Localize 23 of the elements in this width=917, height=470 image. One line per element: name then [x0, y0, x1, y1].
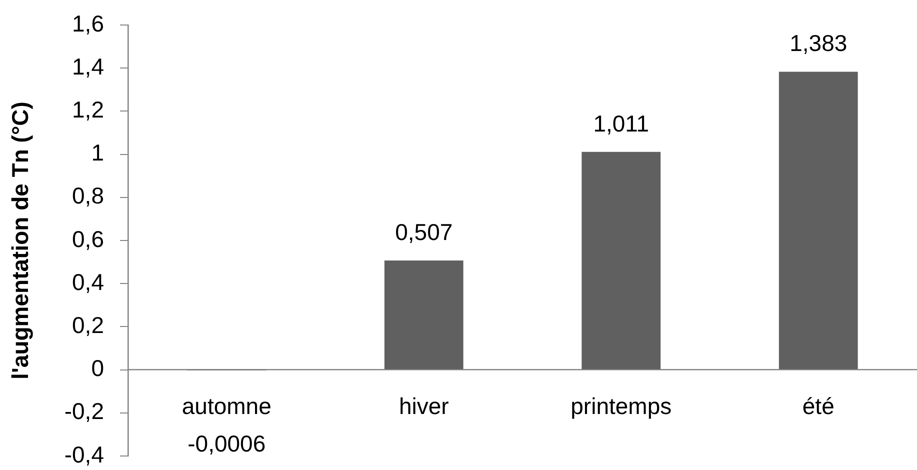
- x-tick-label: hiver: [398, 392, 450, 419]
- y-tick-label: 1,2: [72, 96, 104, 123]
- bar: [384, 260, 464, 370]
- bar: [778, 72, 858, 370]
- y-tick-label: 0: [91, 355, 104, 382]
- y-tick-label: -0,4: [64, 441, 104, 468]
- y-tick-label: 0,2: [72, 312, 104, 338]
- data-label: 1,383: [790, 30, 848, 56]
- x-tick-label: printemps: [570, 392, 672, 419]
- y-tick-label: -0,2: [64, 398, 104, 424]
- data-label: 1,011: [593, 110, 650, 136]
- data-label: -0,0006: [188, 430, 266, 456]
- y-tick-label: 0,6: [72, 226, 104, 252]
- x-tick-label: automne: [182, 392, 272, 419]
- data-label: 0,507: [395, 218, 453, 245]
- y-tick-label: 0,4: [72, 268, 104, 295]
- y-tick-label: 1: [91, 140, 104, 166]
- y-tick-label: 1,6: [72, 10, 104, 36]
- y-tick-label: 1,4: [72, 53, 104, 80]
- y-tick-label: 0,8: [72, 182, 104, 209]
- bar: [582, 152, 661, 370]
- y-axis-title: l'augmentation de Tn (°C): [7, 102, 34, 380]
- x-tick-label: été: [802, 392, 834, 419]
